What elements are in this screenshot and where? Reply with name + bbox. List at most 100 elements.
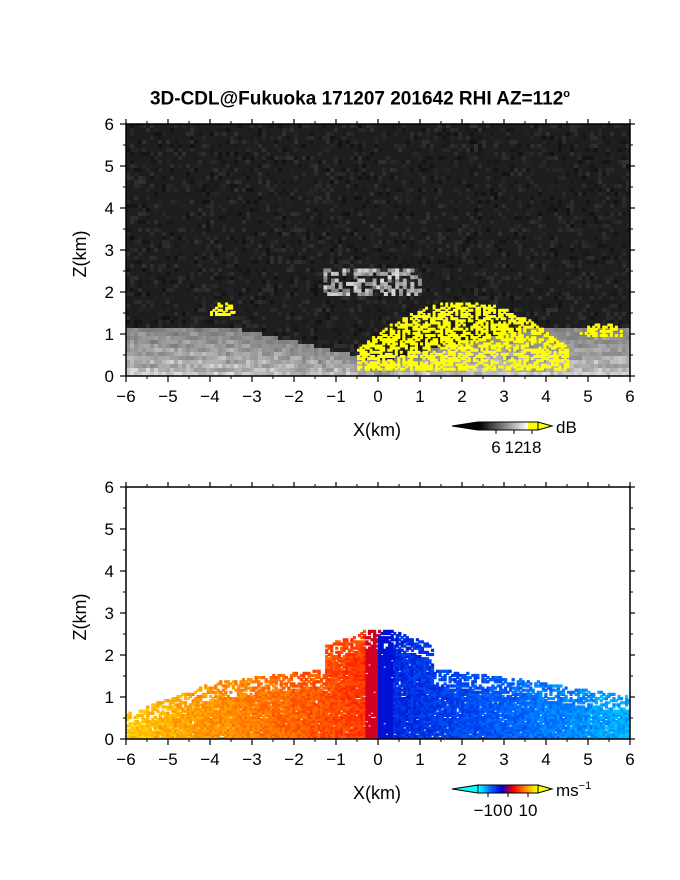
noise-cell — [130, 264, 134, 268]
noise-cell — [502, 216, 506, 220]
echo-cell — [154, 348, 158, 352]
noise-cell — [570, 204, 574, 208]
noise-cell — [138, 284, 142, 288]
noise-cell — [422, 188, 426, 192]
noise-cell — [474, 264, 478, 268]
noise-cell — [542, 312, 546, 316]
noise-cell — [202, 320, 206, 324]
noise-cell — [314, 308, 318, 312]
noise-cell — [418, 196, 422, 200]
noise-cell — [350, 256, 354, 260]
noise-cell — [390, 240, 394, 244]
echo-cell — [230, 344, 234, 348]
echo-cell — [130, 368, 134, 372]
echo-cell — [146, 328, 150, 332]
noise-cell — [406, 128, 410, 132]
noise-cell — [406, 160, 410, 164]
noise-cell — [430, 280, 434, 284]
noise-cell — [582, 280, 586, 284]
echo-cell — [226, 336, 230, 340]
noise-cell — [538, 316, 542, 320]
noise-cell — [386, 200, 390, 204]
noise-cell — [442, 208, 446, 212]
noise-cell — [218, 292, 222, 296]
noise-cell — [146, 196, 150, 200]
noise-cell — [146, 212, 150, 216]
echo-cell — [354, 372, 358, 376]
echo-cell — [302, 372, 306, 376]
high-echo-cell — [364, 346, 368, 350]
noise-cell — [298, 244, 302, 248]
noise-cell — [210, 284, 214, 288]
noise-cell — [438, 252, 442, 256]
echo-cell — [146, 352, 150, 356]
echo-cell — [250, 372, 254, 376]
noise-cell — [598, 240, 602, 244]
noise-cell — [390, 232, 394, 236]
noise-cell — [226, 136, 230, 140]
noise-cell — [626, 164, 630, 168]
noise-cell — [498, 240, 502, 244]
noise-cell — [214, 132, 218, 136]
echo-cell — [370, 368, 374, 372]
noise-cell — [202, 212, 206, 216]
noise-cell — [430, 136, 434, 140]
noise-cell — [586, 212, 590, 216]
noise-cell — [458, 192, 462, 196]
echo-cell — [614, 364, 618, 368]
noise-cell — [506, 296, 510, 300]
noise-cell — [334, 136, 338, 140]
echo-cell — [566, 336, 570, 340]
noise-cell — [158, 140, 162, 144]
noise-cell — [146, 280, 150, 284]
noise-cell — [242, 204, 246, 208]
noise-cell — [314, 280, 318, 284]
echo-cell — [417, 281, 422, 286]
noise-cell — [246, 140, 250, 144]
high-echo-cell — [359, 365, 363, 369]
noise-cell — [330, 216, 334, 220]
noise-cell — [358, 276, 362, 280]
echo-cell — [230, 360, 234, 364]
noise-cell — [502, 196, 506, 200]
noise-cell — [130, 280, 134, 284]
noise-cell — [126, 292, 130, 296]
noise-cell — [390, 176, 394, 180]
noise-cell — [338, 260, 342, 264]
echo-cell — [266, 368, 270, 372]
noise-cell — [370, 232, 374, 236]
noise-cell — [530, 220, 534, 224]
echo-cell — [142, 364, 146, 368]
echo-cell — [178, 328, 182, 332]
noise-cell — [494, 176, 498, 180]
noise-cell — [306, 200, 310, 204]
noise-cell — [266, 308, 270, 312]
echo-cell — [182, 348, 186, 352]
echo-cell — [290, 340, 294, 344]
noise-cell — [346, 144, 350, 148]
noise-cell — [530, 200, 534, 204]
noise-cell — [606, 320, 610, 324]
echo-cell — [594, 340, 598, 344]
noise-cell — [426, 236, 430, 240]
noise-cell — [462, 248, 466, 252]
noise-cell — [582, 192, 586, 196]
noise-cell — [134, 300, 138, 304]
noise-cell — [378, 176, 382, 180]
noise-cell — [494, 192, 498, 196]
noise-cell — [466, 252, 470, 256]
noise-cell — [498, 228, 502, 232]
echo-cell — [394, 360, 398, 364]
echo-cell — [574, 328, 578, 332]
echo-cell — [323, 278, 328, 283]
noise-cell — [198, 164, 202, 168]
echo-cell — [618, 368, 622, 372]
noise-cell — [138, 144, 142, 148]
noise-cell — [502, 152, 506, 156]
noise-cell — [514, 232, 518, 236]
echo-cell — [278, 356, 282, 360]
noise-cell — [214, 292, 218, 296]
noise-cell — [230, 272, 234, 276]
noise-cell — [222, 216, 226, 220]
high-echo-cell — [367, 365, 371, 369]
